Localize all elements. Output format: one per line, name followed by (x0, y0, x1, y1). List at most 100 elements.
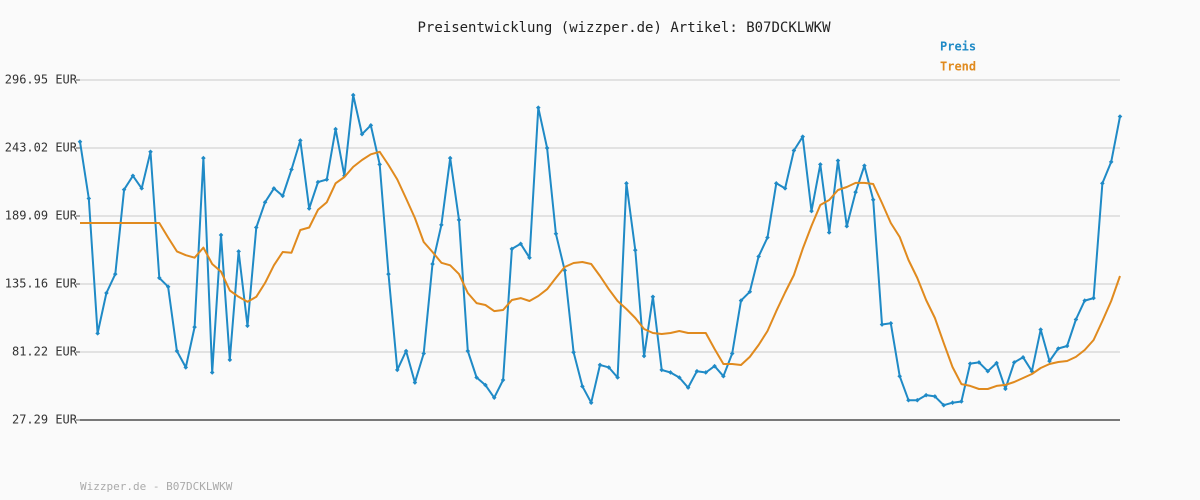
point (236, 249, 241, 254)
point (192, 324, 197, 330)
y-tick-label: 81.22 EUR (12, 345, 78, 359)
point (421, 351, 427, 356)
point (553, 231, 559, 237)
point (262, 199, 268, 205)
point (77, 139, 83, 145)
point (641, 353, 647, 359)
point (694, 368, 700, 374)
point (906, 397, 911, 403)
point (209, 370, 215, 375)
point (562, 268, 568, 273)
point (1056, 346, 1061, 351)
point (439, 222, 444, 228)
point (756, 254, 761, 259)
point (271, 186, 277, 191)
point (544, 145, 550, 151)
point (403, 348, 409, 354)
point (201, 155, 206, 161)
point (941, 402, 947, 408)
point (818, 162, 823, 167)
point (712, 363, 717, 369)
point (1064, 343, 1070, 349)
point (456, 217, 462, 223)
point (483, 382, 488, 388)
footer: Wizzper.de - B07DCKLWKW (80, 480, 233, 493)
legend-label: Preis (940, 40, 976, 54)
point (738, 298, 744, 303)
point (721, 373, 726, 379)
point (104, 290, 109, 296)
point (298, 138, 303, 143)
y-tick-label: 27.29 EUR (12, 413, 78, 427)
point (835, 158, 841, 163)
point (491, 395, 497, 400)
point (773, 181, 779, 186)
point (536, 105, 541, 110)
point (121, 187, 127, 192)
legend-label: Trend (940, 60, 976, 74)
point (897, 373, 902, 379)
point (112, 271, 118, 277)
point (685, 385, 691, 390)
point (430, 261, 435, 267)
point (183, 365, 189, 370)
point (289, 167, 294, 172)
point (1011, 360, 1017, 365)
point (333, 126, 338, 132)
point (923, 392, 929, 398)
point (245, 323, 250, 329)
point (474, 375, 479, 380)
point (950, 400, 955, 406)
point (844, 223, 850, 229)
point (500, 377, 506, 383)
point (1082, 298, 1088, 303)
point (1038, 327, 1043, 332)
point (227, 357, 233, 363)
point (879, 322, 885, 327)
point (1100, 181, 1105, 186)
point (800, 134, 806, 139)
y-tick-label: 296.95 EUR (5, 73, 78, 87)
point (174, 348, 180, 354)
point (826, 230, 832, 235)
y-tick-label: 135.16 EUR (5, 276, 78, 290)
point (280, 193, 286, 199)
point (350, 92, 356, 98)
point (165, 284, 171, 290)
point (139, 186, 144, 191)
point (914, 397, 920, 403)
point (306, 206, 312, 211)
point (253, 225, 259, 230)
point (765, 235, 770, 240)
point (1020, 355, 1026, 360)
point (324, 177, 330, 182)
chart-title: Preisentwicklung (wizzper.de) Artikel: B… (417, 20, 831, 36)
point (747, 289, 753, 295)
point (677, 375, 682, 380)
series-line (80, 150, 1121, 390)
point (870, 197, 876, 203)
point (1003, 386, 1008, 392)
point (632, 247, 638, 253)
point (606, 365, 612, 370)
y-tick-label: 189.09 EUR (5, 208, 78, 222)
point (1108, 159, 1114, 165)
point (527, 255, 532, 261)
point (791, 148, 797, 153)
point (1047, 358, 1052, 364)
point (853, 189, 858, 195)
point (571, 349, 576, 355)
point (465, 348, 471, 354)
point (976, 360, 982, 365)
point (218, 232, 224, 238)
point (959, 399, 964, 404)
point (157, 275, 162, 281)
point (394, 367, 400, 373)
point (967, 361, 973, 366)
point (932, 394, 938, 399)
point (597, 362, 603, 368)
point (729, 351, 735, 356)
